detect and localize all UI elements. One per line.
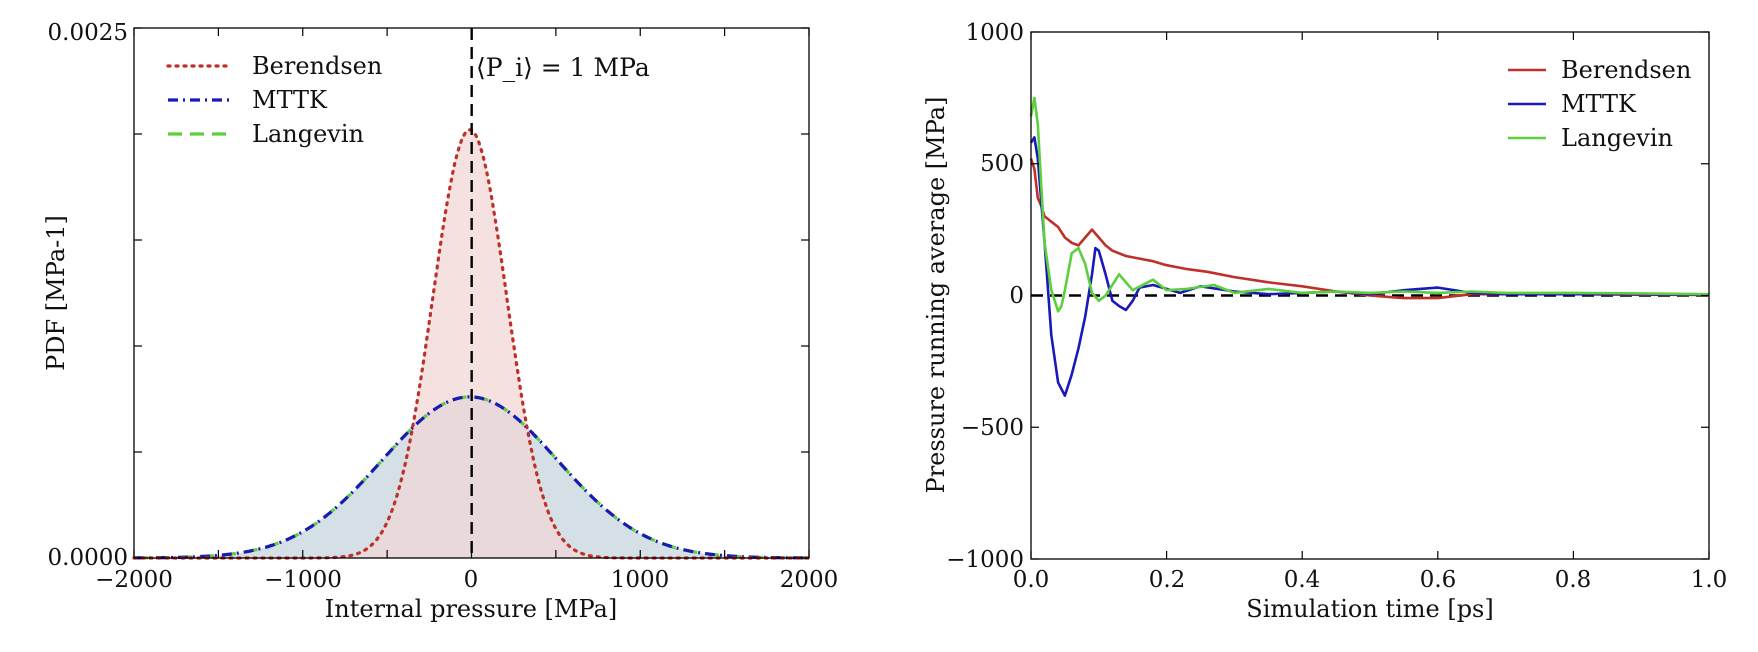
left-legend-label-mttk: MTTK (252, 86, 328, 114)
right-xtick-label-5: 1.0 (1691, 567, 1728, 593)
right-panel: −1000 −500 0 500 1000 0.0 0.2 0.4 0.6 0.… (922, 20, 1727, 623)
series-langevin (1029, 96, 1710, 313)
right-ytick-label-1: −500 (961, 415, 1024, 441)
left-ytick-label-0: 0.0000 (48, 545, 128, 571)
left-x-axis-label: Internal pressure [MPa] (325, 595, 617, 623)
right-xtick-label-4: 0.8 (1555, 567, 1592, 593)
left-xtick-label-3: 1000 (611, 567, 670, 593)
right-legend: Berendsen MTTK Langevin (1508, 56, 1691, 152)
right-legend-label-berendsen: Berendsen (1561, 56, 1691, 84)
right-legend-label-langevin: Langevin (1561, 124, 1673, 152)
right-ytick-label-0: −1000 (946, 547, 1024, 573)
mean-pressure-annotation: ⟨P_i⟩ = 1 MPa (476, 53, 650, 82)
left-panel: 0.0000 0.0025 −2000 −1000 0 1000 2000 In… (42, 20, 838, 623)
left-ytick-label-1: 0.0025 (48, 20, 128, 46)
right-y-axis-label: Pressure running average [MPa] (922, 97, 950, 494)
left-xtick-label-0: −2000 (95, 567, 173, 593)
left-tick-marks (133, 27, 810, 559)
series-mttk (1029, 136, 1710, 397)
series-berendsen (1029, 158, 1710, 300)
line-mttk (134, 395, 809, 560)
right-x-axis-label: Simulation time [ps] (1246, 595, 1494, 623)
right-xtick-label-2: 0.4 (1284, 567, 1321, 593)
left-legend-label-berendsen: Berendsen (252, 52, 382, 80)
right-ytick-label-2: 0 (1009, 283, 1024, 309)
left-xtick-label-1: −1000 (264, 567, 342, 593)
right-legend-label-mttk: MTTK (1561, 90, 1637, 118)
left-legend-label-langevin: Langevin (252, 120, 364, 148)
right-ytick-label-4: 1000 (965, 20, 1024, 46)
right-ytick-label-3: 500 (980, 151, 1024, 177)
right-xtick-label-3: 0.6 (1420, 567, 1457, 593)
right-tick-marks (1030, 31, 1710, 560)
left-legend: Berendsen MTTK Langevin (166, 52, 382, 148)
right-xtick-label-1: 0.2 (1149, 567, 1186, 593)
left-xtick-label-4: 2000 (780, 567, 839, 593)
right-xtick-label-0: 0.0 (1013, 567, 1050, 593)
left-y-axis-label: PDF [MPa-1] (42, 215, 70, 371)
right-line-layer (1029, 96, 1710, 397)
left-xtick-label-2: 0 (464, 567, 479, 593)
